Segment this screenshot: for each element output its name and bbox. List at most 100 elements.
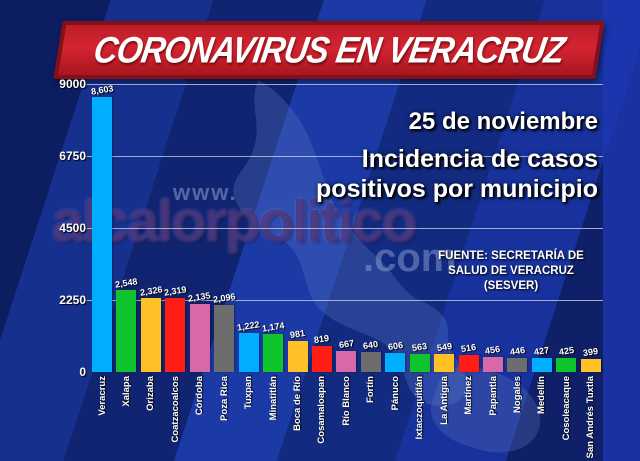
bar-value-label: 1,222 [236,319,261,333]
bar-cosamaloapan [311,346,332,372]
bar-value-label: 549 [435,340,453,354]
x-label-column: Orizaba [139,376,163,461]
x-label-column: Pánuco [383,376,407,461]
x-axis-label-minatitl-n: Minatitlán [267,376,279,421]
bar-column-r-o-blanco: 667 [334,337,358,372]
bar-column-c-rdoba: 2,135 [187,290,212,372]
background-right-band [603,0,640,461]
x-axis-label-papantla: Papantla [487,376,499,416]
subtitle-line-2: positivos por municipio [316,175,598,203]
x-label-column: Medellín [530,376,554,461]
bar-nogales [507,358,528,372]
title-banner: CORONAVIRUS EN VERACRUZ [53,21,605,79]
bar-column-cosamaloapan: 819 [310,332,334,372]
x-axis-label-tuxpan: Tuxpan [243,376,255,410]
bar-value-label: 456 [484,343,502,357]
bar-fort-n [360,352,381,372]
x-label-column: Fortín [359,376,383,461]
bar-value-label: 399 [582,345,599,359]
bar-value-label: 606 [387,339,404,353]
bar-coatzacoalcos [165,298,186,372]
x-axis-label-boca-de-r-o: Boca de Río [292,376,303,431]
y-tick-9000: 9000 [59,77,86,91]
bar-column-la-antigua: 549 [432,340,456,372]
date-label: 25 de noviembre [408,108,598,135]
bar-column-san-andr-s-tuxtla: 399 [579,345,603,372]
bar-cosoleacaque [556,358,577,372]
x-axis-label-ixtaczoquitl-n: Ixtaczoquitlán [414,376,426,440]
subtitle-block: 25 de noviembre Incidencia de casos posi… [316,108,598,204]
bar-column-papantla: 456 [481,343,505,372]
x-axis-label-c-rdoba: Córdoba [194,376,206,416]
y-tick-6750: 6750 [59,149,86,163]
bar-column-coatzacoalcos: 2,319 [163,284,187,372]
x-axis-label-mart-nez: Martínez [463,376,475,415]
bar-minatitl-n [263,334,284,372]
source-credit: FUENTE: SECRETARÍA DE SALUD DE VERACRUZ … [422,249,600,294]
bar-value-label: 516 [460,341,477,355]
bar-r-o-blanco [336,351,357,372]
bar-value-label: 667 [338,337,355,351]
x-axis-label-orizaba: Orizaba [145,376,157,411]
bar-column-xalapa: 2,548 [114,276,139,372]
bar-column-orizaba: 2,326 [138,284,163,372]
x-axis-label-cosoleacaque: Cosoleacaque [560,376,572,441]
bar-value-label: 819 [313,332,331,346]
x-label-column: Boca de Río [286,376,310,461]
bar-value-label: 563 [411,340,428,354]
bar-value-label: 981 [289,327,306,341]
x-axis-label-la-antigua: La Antigua [438,376,450,425]
x-label-column: Ixtaczoquitlán [408,376,432,461]
x-label-column: Río Blanco [334,376,358,461]
x-label-column: San Andrés Tuxtla [579,376,603,461]
bar-mart-nez [458,355,479,372]
gridline-9000 [85,84,603,85]
bar-value-label: 1,174 [261,320,285,334]
bar-value-label: 2,326 [138,284,163,298]
x-axis-label-cosamaloapan: Cosamaloapan [316,376,328,444]
x-label-column: Nogales [505,376,529,461]
x-axis-label-coatzacoalcos: Coatzacoalcos [169,376,181,443]
bar-chart-plot: 8,603 2,548 2,326 2,319 2,135 2,096 1,222 1,174… [85,83,603,372]
bar-column-tuxpan: 1,222 [236,319,261,372]
source-line-2: SALUD DE VERACRUZ (SESVER) [448,265,574,292]
x-label-column: Cosoleacaque [554,376,578,461]
bar-tuxpan [238,333,259,372]
bar-papantla [483,357,503,372]
bar-value-label: 425 [558,344,575,358]
x-axis-label-veracruz: Veracruz [96,376,108,416]
bar-xalapa [116,290,137,372]
y-tick-2250: 2250 [59,293,86,307]
x-label-column: Tuxpan [237,376,261,461]
bar-p-nuco [385,353,406,372]
bar-san-andr-s-tuxtla [580,359,601,372]
x-axis-label-nogales: Nogales [511,376,523,413]
bar-column-medell-n: 427 [530,344,554,372]
x-label-column: La Antigua [432,376,456,461]
bar-value-label: 2,096 [212,291,237,305]
bar-column-veracruz: 8,603 [90,83,114,372]
x-label-column: Minatitlán [261,376,285,461]
x-axis-label-xalapa: Xalapa [120,376,132,407]
bars-container: 8,603 2,548 2,326 2,319 2,135 2,096 1,222 1,174… [90,83,603,372]
bar-value-label: 2,548 [114,276,139,290]
x-axis-labels: Veracruz Xalapa Orizaba Coatzacoalcos Córdob… [90,376,603,461]
x-axis-label-r-o-blanco: Río Blanco [340,376,352,426]
bar-value-label: 640 [362,338,380,352]
bar-column-minatitl-n: 1,174 [261,320,285,372]
bar-orizaba [140,298,161,372]
x-axis-label-p-nuco: Pánuco [389,376,401,411]
x-label-column: Veracruz [90,376,114,461]
bar-column-p-nuco: 606 [383,339,407,372]
x-label-column: Córdoba [188,376,212,461]
source-line-1: FUENTE: SECRETARÍA DE [438,250,584,262]
x-axis-label-fort-n: Fortín [365,376,377,403]
bar-value-label: 2,135 [187,290,212,304]
bar-boca-de-r-o [287,341,308,372]
x-label-column: Coatzacoalcos [163,376,187,461]
y-tick-4500: 4500 [59,221,86,235]
bar-value-label: 427 [533,344,551,358]
bar-column-ixtaczoquitl-n: 563 [408,340,432,372]
bar-column-nogales: 446 [505,345,529,372]
